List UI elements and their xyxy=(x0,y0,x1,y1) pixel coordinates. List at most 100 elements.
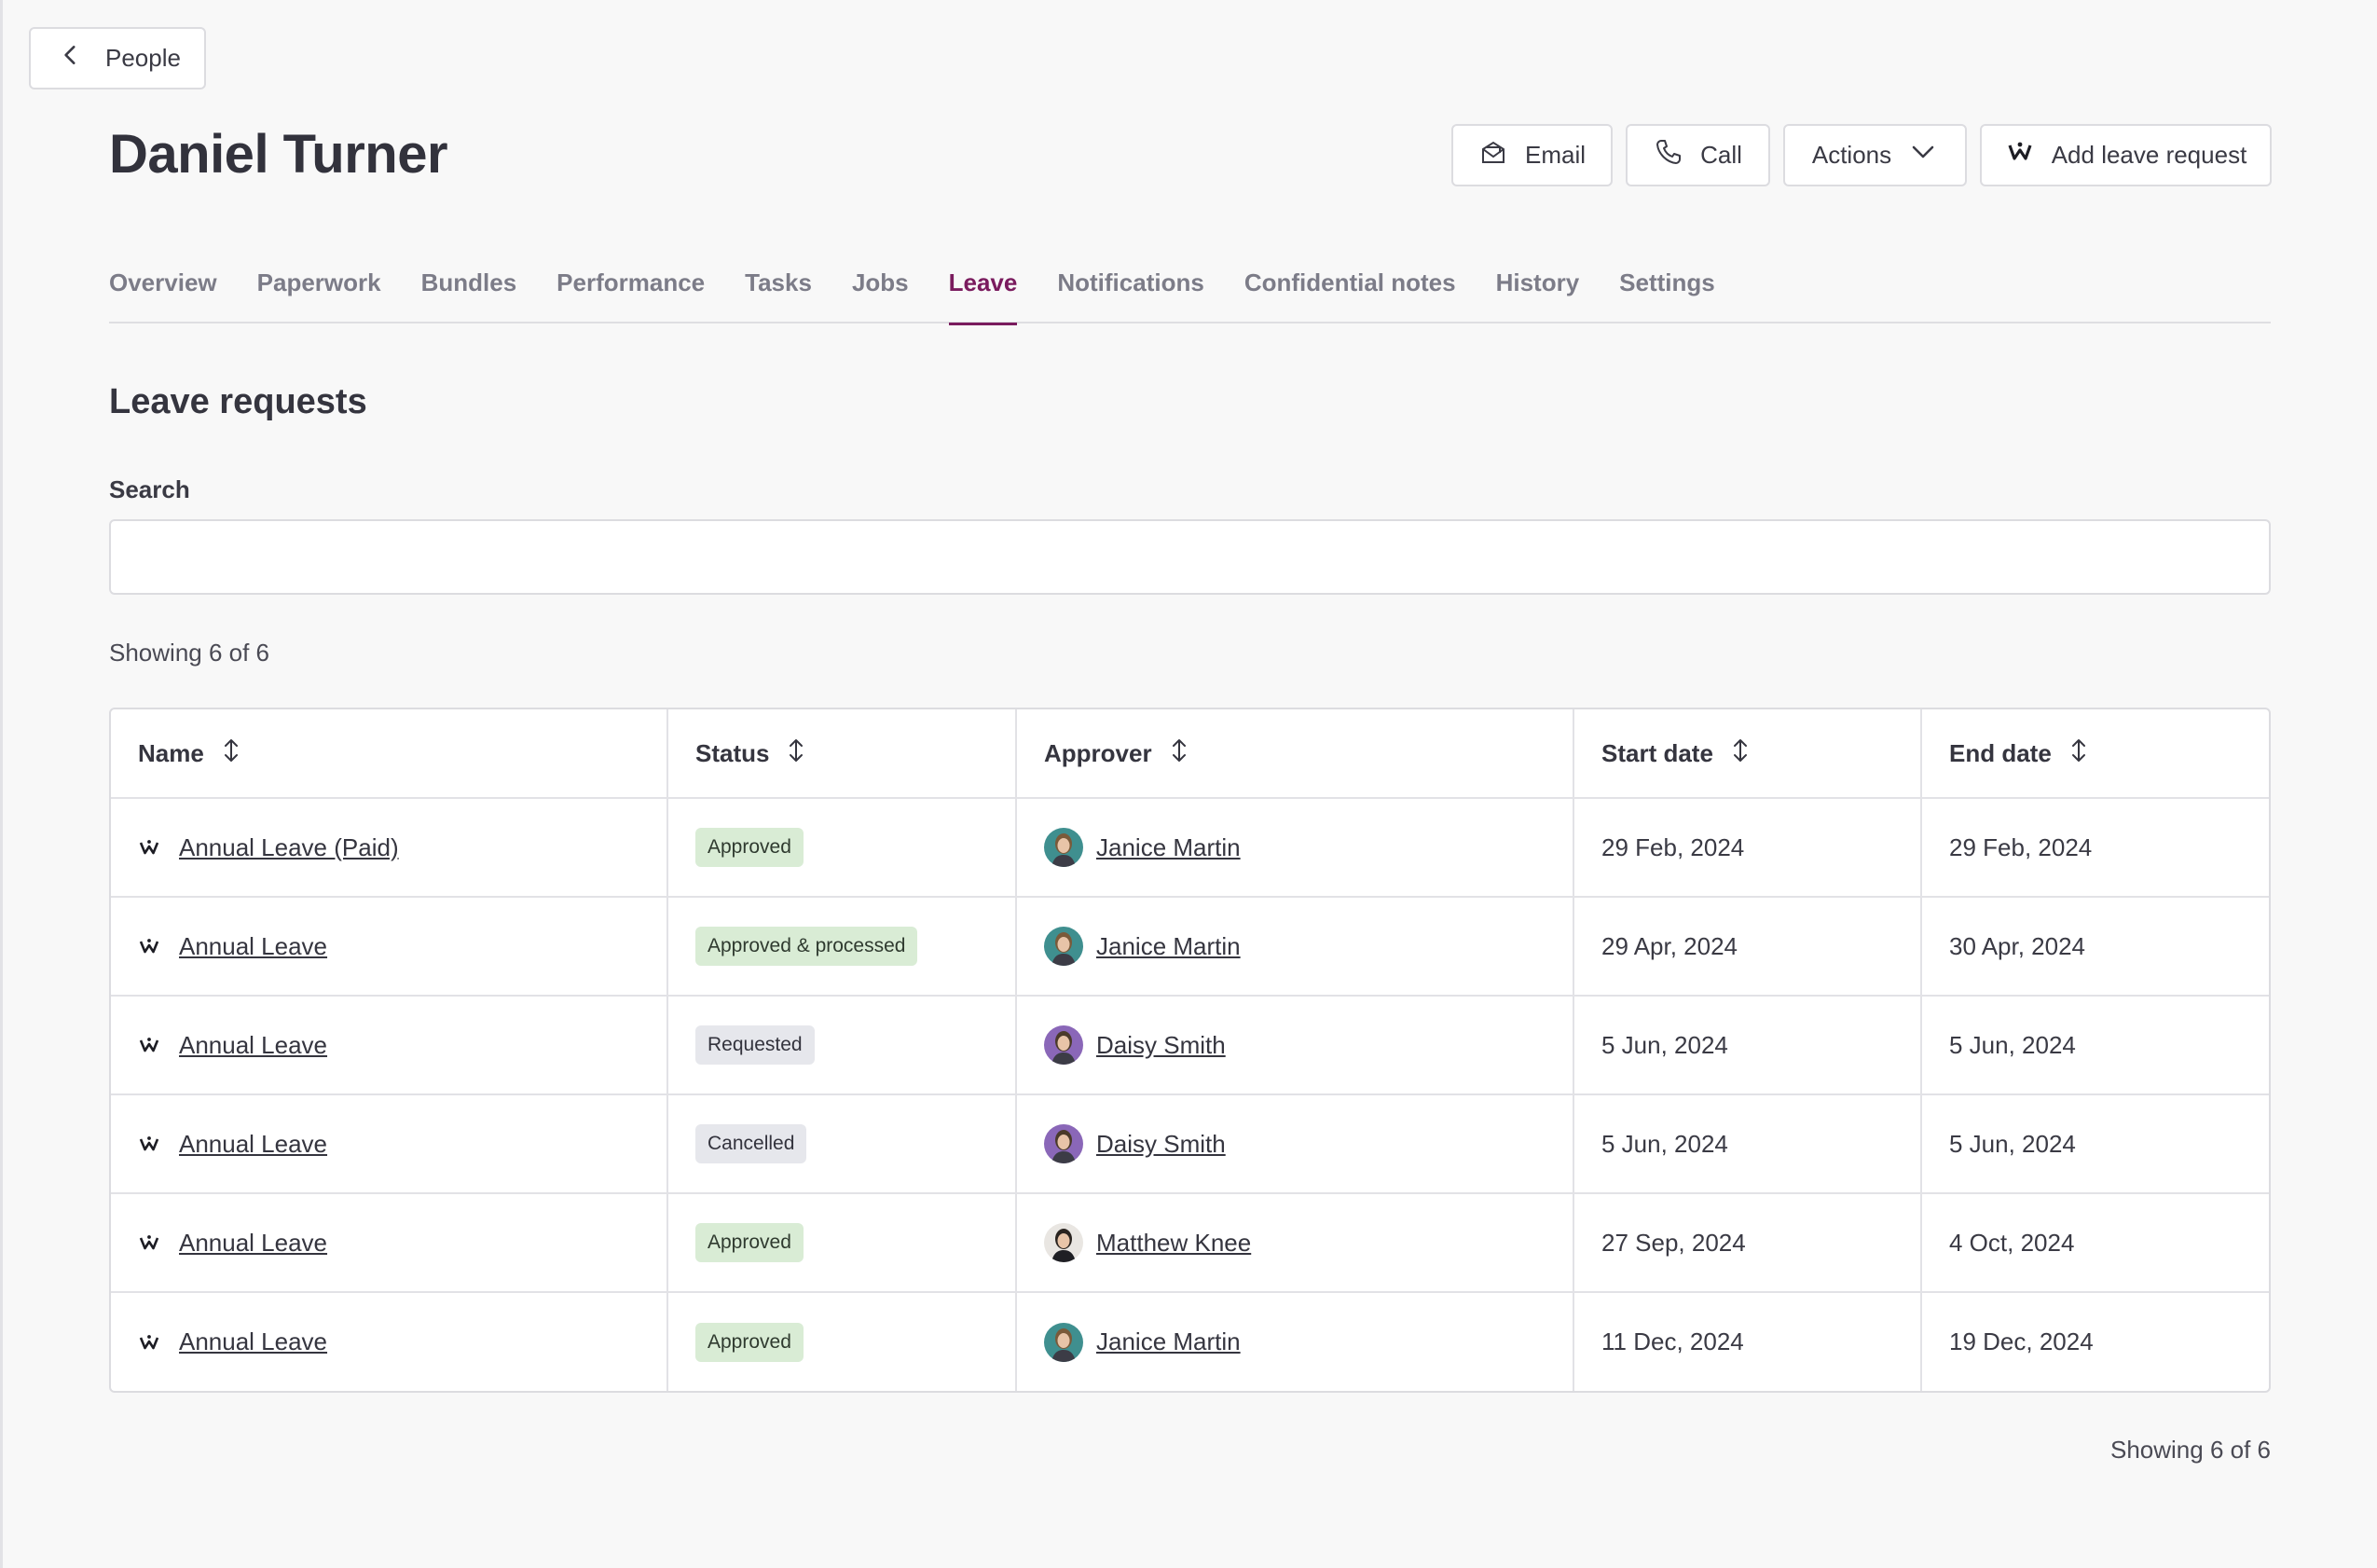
table-row: Annual Leave Requested Daisy Smith 5 Jun, 2… xyxy=(111,996,2269,1095)
cell-start-date: 29 Feb, 2024 xyxy=(1573,798,1922,898)
left-divider xyxy=(0,0,3,1568)
leave-name-link[interactable]: Annual Leave xyxy=(179,1327,328,1355)
leave-name-link[interactable]: Annual Leave xyxy=(179,1030,328,1059)
tab-notifications[interactable]: Notifications xyxy=(1057,268,1204,296)
tab-leave[interactable]: Leave xyxy=(948,266,1017,325)
tab-overview[interactable]: Overview xyxy=(109,268,217,296)
approver-link[interactable]: Daisy Smith xyxy=(1096,1129,1226,1158)
sort-icon[interactable] xyxy=(1169,738,1189,769)
email-button[interactable]: Email xyxy=(1451,124,1613,186)
cell-start-date: 27 Sep, 2024 xyxy=(1573,1193,1922,1293)
email-label: Email xyxy=(1524,141,1586,169)
tab-paperwork[interactable]: Paperwork xyxy=(256,268,381,296)
column-header-label: Start date xyxy=(1601,738,1713,767)
call-label: Call xyxy=(1700,141,1742,169)
results-count-top: Showing 6 of 6 xyxy=(109,639,270,667)
cell-approver: Matthew Knee xyxy=(1016,1193,1574,1293)
add-leave-request-button[interactable]: Add leave request xyxy=(1980,124,2272,186)
cell-status: Approved xyxy=(667,1292,1017,1391)
cell-approver: Daisy Smith xyxy=(1016,996,1574,1095)
column-header-label: Status xyxy=(695,738,770,767)
table-header-row: Name Status Approver Start date End date xyxy=(111,709,2269,799)
approver-link[interactable]: Matthew Knee xyxy=(1096,1228,1252,1257)
cell-approver: Janice Martin xyxy=(1016,1292,1574,1391)
column-header-label: Name xyxy=(138,738,204,767)
tab-jobs[interactable]: Jobs xyxy=(851,268,909,296)
cell-end-date: 5 Jun, 2024 xyxy=(1921,996,2269,1095)
phone-icon xyxy=(1654,137,1683,173)
page-title: Daniel Turner xyxy=(109,124,448,185)
profile-tabs: Overview Paperwork Bundles Performance Tasks… xyxy=(109,266,2271,325)
column-header-start-date[interactable]: Start date xyxy=(1573,709,1922,799)
sort-icon[interactable] xyxy=(2068,738,2089,769)
sort-icon[interactable] xyxy=(1730,738,1751,769)
back-to-people-button[interactable]: People xyxy=(29,27,206,89)
results-count-bottom: Showing 6 of 6 xyxy=(2109,1436,2271,1464)
cell-name: Annual Leave xyxy=(111,1094,668,1194)
tab-settings[interactable]: Settings xyxy=(1619,268,1715,296)
chevron-left-icon xyxy=(59,43,83,74)
tab-tasks[interactable]: Tasks xyxy=(745,268,812,296)
cell-status: Cancelled xyxy=(667,1094,1017,1194)
tab-confidential-notes[interactable]: Confidential notes xyxy=(1243,268,1456,296)
leave-requests-table: Name Status Approver Start date End date Ann… xyxy=(109,708,2271,1393)
status-badge: Approved xyxy=(695,1223,804,1262)
column-header-end-date[interactable]: End date xyxy=(1921,709,2269,799)
leave-logo-icon xyxy=(138,1133,160,1155)
leave-logo-icon xyxy=(138,1034,160,1056)
cell-name: Annual Leave xyxy=(111,1193,668,1293)
status-badge: Approved xyxy=(695,828,804,867)
table-row: Annual Leave Approved Matthew Knee 27 Sep, … xyxy=(111,1193,2269,1293)
approver-link[interactable]: Janice Martin xyxy=(1096,1327,1241,1355)
header-actions: Email Call Actions Add leave request xyxy=(1451,124,2272,186)
column-header-approver[interactable]: Approver xyxy=(1016,709,1574,799)
actions-label: Actions xyxy=(1811,141,1892,169)
tab-bundles[interactable]: Bundles xyxy=(420,268,517,296)
cell-end-date: 19 Dec, 2024 xyxy=(1949,1327,2094,1355)
column-header-status[interactable]: Status xyxy=(667,709,1017,799)
leave-name-link[interactable]: Annual Leave xyxy=(179,1228,328,1257)
chevron-down-icon xyxy=(1908,137,1938,173)
status-badge: Approved xyxy=(695,1322,804,1362)
cell-end-date: 5 Jun, 2024 xyxy=(1921,1094,2269,1194)
tab-performance[interactable]: Performance xyxy=(556,268,706,296)
cell-start-date: 11 Dec, 2024 xyxy=(1573,1292,1922,1391)
sort-icon[interactable] xyxy=(786,738,806,769)
avatar xyxy=(1044,1025,1083,1065)
add-leave-label: Add leave request xyxy=(2051,141,2247,169)
leave-logo-icon xyxy=(138,1331,160,1354)
leave-name-link[interactable]: Annual Leave (Paid) xyxy=(179,832,399,861)
cell-start-date: 5 Jun, 2024 xyxy=(1573,1094,1922,1194)
column-header-name[interactable]: Name xyxy=(111,709,668,799)
avatar xyxy=(1044,1124,1083,1163)
leave-logo-icon xyxy=(138,935,160,957)
cell-end-date: 30 Apr, 2024 xyxy=(1921,897,2269,997)
cell-approver: Janice Martin xyxy=(1016,798,1574,898)
approver-link[interactable]: Daisy Smith xyxy=(1096,1030,1226,1059)
call-button[interactable]: Call xyxy=(1626,124,1770,186)
cell-approver: Daisy Smith xyxy=(1016,1094,1574,1194)
cell-approver: Janice Martin xyxy=(1016,897,1574,997)
sort-icon[interactable] xyxy=(221,738,241,769)
approver-link[interactable]: Janice Martin xyxy=(1096,931,1241,960)
status-badge: Requested xyxy=(695,1025,815,1065)
leave-logo-icon xyxy=(138,836,160,859)
cell-name: Annual Leave xyxy=(111,996,668,1095)
status-badge: Cancelled xyxy=(695,1124,807,1163)
actions-dropdown-button[interactable]: Actions xyxy=(1783,124,1967,186)
column-header-label: Approver xyxy=(1044,738,1152,767)
avatar xyxy=(1044,927,1083,966)
cell-status: Approved xyxy=(667,1193,1017,1293)
leave-name-link[interactable]: Annual Leave xyxy=(179,931,328,960)
cell-end-date: 29 Feb, 2024 xyxy=(1921,798,2269,898)
leave-name-link[interactable]: Annual Leave xyxy=(179,1129,328,1158)
avatar xyxy=(1044,828,1083,867)
cell-end-date: 4 Oct, 2024 xyxy=(1921,1193,2269,1293)
table-row: Annual Leave Cancelled Daisy Smith 5 Jun, 2… xyxy=(111,1094,2269,1194)
cell-name: Annual Leave xyxy=(111,1292,668,1391)
leave-logo-icon xyxy=(138,1231,160,1254)
tab-history[interactable]: History xyxy=(1495,268,1580,296)
table-row: Annual Leave Approved Janice Martin 11 Dec,… xyxy=(111,1292,2269,1391)
search-input[interactable] xyxy=(109,519,2271,595)
approver-link[interactable]: Janice Martin xyxy=(1096,832,1241,861)
